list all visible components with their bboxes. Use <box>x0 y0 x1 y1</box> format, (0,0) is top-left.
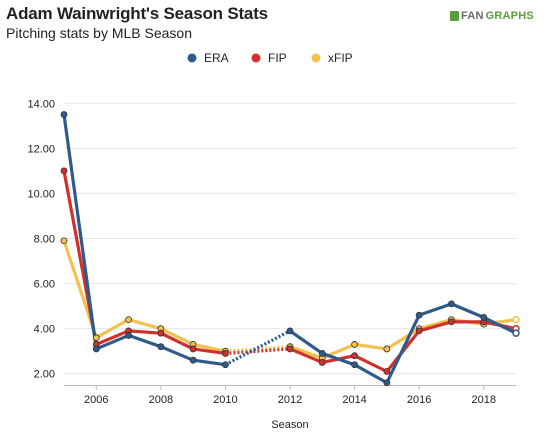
point-xfip <box>512 315 520 324</box>
point-era <box>92 345 100 353</box>
brand-suffix: GRAPHS <box>485 10 534 22</box>
point-era <box>189 356 197 364</box>
legend-swatch-xfip <box>311 53 321 63</box>
point-fip <box>60 167 68 175</box>
point-era <box>286 327 294 335</box>
x-tick-label: 2006 <box>84 394 108 406</box>
series-gap-era <box>224 329 291 367</box>
y-tick-label: 2.00 <box>34 369 55 381</box>
point-fip <box>383 368 391 375</box>
point-fip <box>318 359 326 366</box>
point-era <box>125 332 132 339</box>
point-fip <box>286 345 294 353</box>
legend-label-fip: FIP <box>268 51 287 65</box>
x-axis-title: Season <box>271 419 308 431</box>
point-xfip <box>351 341 358 348</box>
point-xfip <box>125 316 132 324</box>
series-gap-xfip <box>225 345 291 353</box>
point-era <box>60 111 68 118</box>
x-tick-label: 2018 <box>471 394 495 406</box>
legend-swatch-era <box>187 53 197 63</box>
y-tick-label: 12.00 <box>27 143 55 155</box>
point-era <box>512 329 520 337</box>
point-era <box>222 361 229 369</box>
point-era <box>157 343 165 351</box>
series-line-era <box>288 302 518 385</box>
x-tick-label: 2014 <box>342 394 366 406</box>
legend-label-era: ERA <box>204 51 229 65</box>
point-era <box>448 300 455 308</box>
point-fip <box>157 329 165 337</box>
point-xfip <box>383 345 391 353</box>
y-tick-label: 4.00 <box>34 324 55 336</box>
y-tick-label: 8.00 <box>34 234 55 246</box>
point-fip <box>222 350 229 357</box>
series-line-era <box>62 112 228 367</box>
brand-prefix: FAN <box>461 10 484 22</box>
x-tick-label: 2012 <box>278 394 302 406</box>
legend-swatch-fip <box>251 53 261 63</box>
y-tick-label: 14.00 <box>27 98 55 110</box>
x-tick-label: 2010 <box>213 394 237 406</box>
point-era <box>351 361 358 369</box>
point-fip <box>351 352 358 360</box>
chart-title: Adam Wainwright's Season Stats <box>6 4 268 23</box>
point-era <box>415 311 423 319</box>
fangraphs-logo: FAN GRAPHS <box>450 10 534 22</box>
x-tick-label: 2008 <box>149 394 173 406</box>
point-era <box>318 350 326 357</box>
point-fip <box>415 327 423 335</box>
series-line-fip <box>62 169 228 356</box>
point-era <box>383 379 391 387</box>
x-tick-label: 2016 <box>407 394 431 406</box>
legend-label-xfip: xFIP <box>328 51 353 65</box>
point-xfip <box>60 237 68 245</box>
point-fip <box>189 345 197 353</box>
point-xfip <box>92 334 100 342</box>
fangraphs-logo-icon <box>450 11 459 21</box>
chart-subtitle: Pitching stats by MLB Season <box>6 25 192 41</box>
series-gap-fip <box>225 347 291 356</box>
y-tick-label: 6.00 <box>34 279 55 291</box>
point-era <box>480 313 488 321</box>
y-tick-label: 10.00 <box>27 188 55 200</box>
point-fip <box>448 318 455 326</box>
